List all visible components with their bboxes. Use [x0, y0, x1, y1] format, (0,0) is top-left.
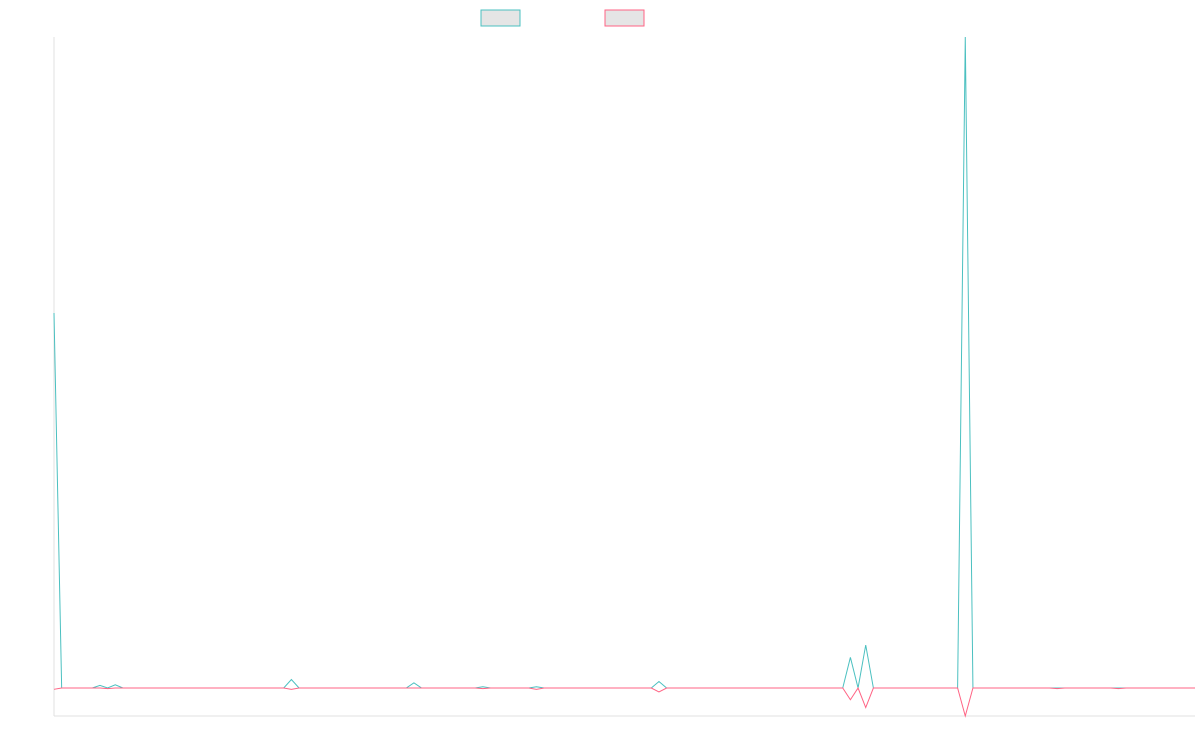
line-series	[53, 686, 1195, 718]
line-series	[53, 36, 1195, 689]
legend-swatch	[480, 9, 521, 27]
legend-swatch	[604, 9, 645, 27]
